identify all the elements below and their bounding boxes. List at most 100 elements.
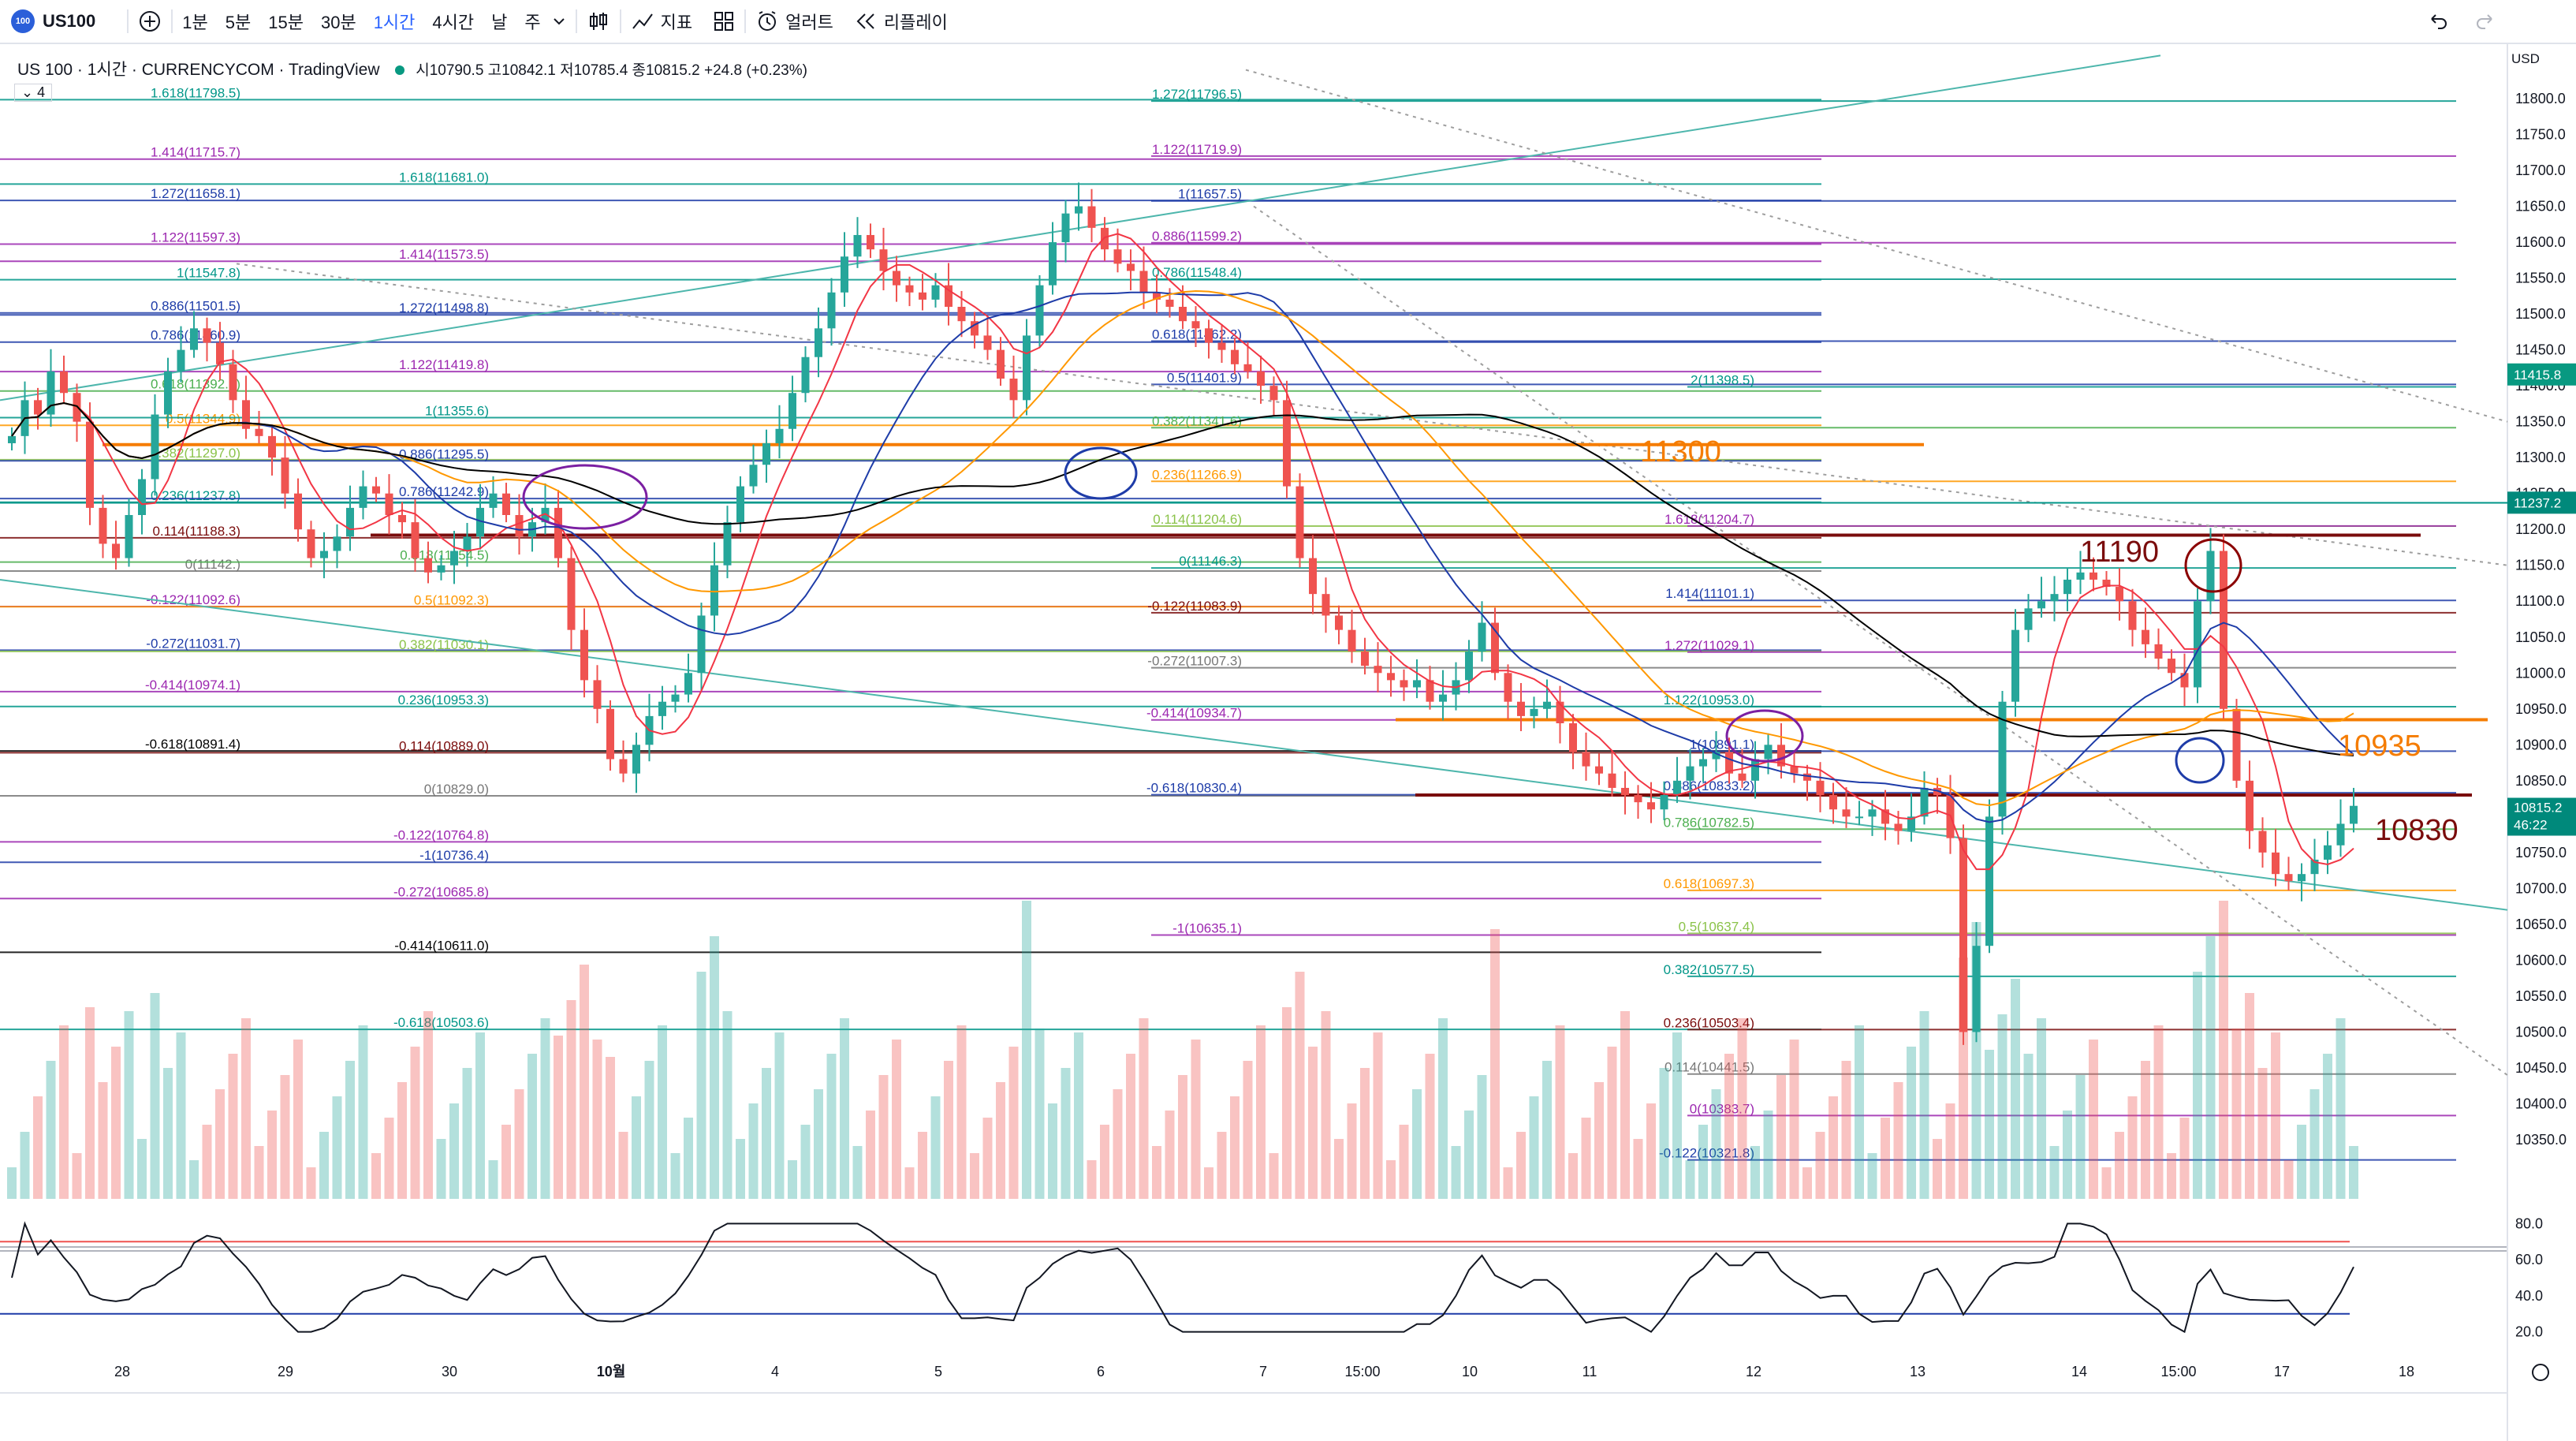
volume-bar — [1308, 1047, 1318, 1199]
replay-button[interactable]: 리플레이 — [854, 0, 948, 43]
candle-body — [997, 349, 1005, 379]
volume-bar — [1776, 1075, 1786, 1199]
rsi-tick: 20.0 — [2515, 1324, 2543, 1340]
highlight-circle — [2184, 538, 2242, 593]
fib-level-label: 1.122(11719.9) — [1152, 142, 1242, 157]
interval-5분[interactable]: 5분 — [225, 13, 252, 32]
candle-body — [749, 465, 758, 487]
candle-body — [2128, 601, 2137, 630]
candle-body — [1712, 752, 1720, 760]
candle-body — [359, 486, 367, 508]
volume-bar — [2037, 1018, 2046, 1199]
interval-날[interactable]: 날 — [491, 13, 508, 32]
candle-body — [268, 435, 276, 458]
volume-bar — [319, 1132, 329, 1199]
volume-bar — [528, 1054, 537, 1199]
interval-4시간[interactable]: 4시간 — [432, 13, 475, 32]
candle-body — [333, 536, 341, 551]
volume-bar — [1971, 922, 1981, 1199]
volume-bar — [436, 1139, 446, 1199]
candle-body — [867, 234, 874, 250]
settings-gear-icon[interactable] — [2532, 1364, 2549, 1381]
chart-area[interactable]: 1.618(11798.5) 1.414(11715.7) 1.272(11658.… — [0, 44, 2576, 1441]
fib-level-label: 0.5(11344.9) — [166, 411, 240, 426]
candle-body — [1061, 213, 1070, 243]
market-open-icon — [395, 65, 405, 75]
volume-bar — [1724, 1054, 1734, 1199]
alert-button[interactable]: 얼러트 — [755, 0, 833, 43]
candle-body — [151, 414, 159, 480]
interval-주[interactable]: 주 — [524, 13, 541, 32]
last-price-tag-bg — [2507, 797, 2576, 836]
candle-body — [307, 529, 315, 558]
candle-body — [1295, 486, 1304, 558]
volume-bar — [2011, 979, 2020, 1199]
interval-1분[interactable]: 1분 — [182, 13, 208, 32]
volume-bar — [1178, 1075, 1187, 1199]
main-pane — [0, 44, 2507, 1247]
price-tick: 10850.0 — [2515, 773, 2567, 789]
candle-body — [1191, 321, 1200, 329]
candle-body — [1322, 594, 1330, 616]
indicators-button[interactable]: 지표 — [631, 0, 692, 43]
add-symbol-button[interactable] — [138, 0, 162, 43]
volume-bar — [1503, 1167, 1513, 1199]
volume-bar — [2167, 1153, 2176, 1199]
indicator-collapse-toggle[interactable]: ⌄ 4 — [14, 84, 53, 102]
interval-1시간[interactable]: 1시간 — [373, 13, 416, 32]
candle-body — [1868, 809, 1877, 817]
candle-body — [1335, 615, 1343, 630]
fib-level-label: 1.414(11101.1) — [1665, 586, 1754, 601]
candle-body — [1751, 759, 1759, 781]
volume-bar — [228, 1054, 238, 1199]
fib-level-label: 0.114(10889.0) — [399, 738, 489, 753]
fib-level-label: 1.618(11681.0) — [399, 170, 489, 185]
volume-bar — [826, 1054, 837, 1199]
volume-bar — [1607, 1047, 1617, 1199]
volume-bar — [254, 1146, 264, 1199]
volume-bar — [306, 1167, 316, 1199]
fib-level-label: -0.414(10611.0) — [394, 938, 489, 953]
symbol-search[interactable]: 100 US100 — [11, 0, 95, 43]
candle-body — [1049, 242, 1057, 286]
volume-bar — [1594, 1082, 1604, 1199]
time-tick: 10월 — [597, 1364, 626, 1379]
candle-body — [1153, 292, 1161, 300]
candle-body — [788, 393, 796, 429]
fib-level-label: -1(10635.1) — [1172, 920, 1242, 935]
trend-line — [0, 54, 2161, 401]
chart-type-button[interactable] — [587, 0, 610, 43]
volume-bar — [384, 1118, 394, 1199]
candle-body — [1269, 386, 1278, 401]
fib-level-label: -1(10736.4) — [419, 848, 489, 863]
undo-button[interactable] — [2425, 0, 2449, 43]
candle-body — [971, 321, 979, 336]
volume-bar — [137, 1139, 147, 1199]
candle-body — [1634, 795, 1642, 803]
candle-body — [372, 486, 380, 494]
fib-level-label: 0.114(10441.5) — [1665, 1060, 1754, 1075]
interval-30분[interactable]: 30분 — [320, 13, 356, 32]
candle-body — [2246, 780, 2254, 831]
candle-body — [515, 515, 524, 537]
interval-15분[interactable]: 15분 — [268, 13, 304, 32]
candle-body — [73, 393, 81, 422]
volume-bar — [7, 1167, 17, 1199]
candle-body — [606, 708, 614, 760]
time-tick: 15:00 — [1344, 1364, 1380, 1379]
time-tick: 11 — [1583, 1364, 1597, 1379]
redo-button[interactable] — [2474, 0, 2498, 43]
divider — [619, 9, 621, 33]
volume-bar — [788, 1160, 797, 1199]
rsi-tick: 80.0 — [2515, 1215, 2543, 1231]
candle-body — [229, 364, 237, 401]
time-tick: 6 — [1097, 1364, 1105, 1379]
rsi-line — [11, 1221, 2354, 1334]
volume-bar — [1334, 1139, 1344, 1199]
volume-bar — [1425, 1054, 1435, 1199]
volume-bar — [267, 1111, 277, 1199]
interval-dropdown[interactable] — [552, 0, 566, 43]
layouts-button[interactable] — [713, 0, 735, 43]
volume-bar — [2153, 1025, 2164, 1199]
candle-body — [1205, 328, 1213, 343]
